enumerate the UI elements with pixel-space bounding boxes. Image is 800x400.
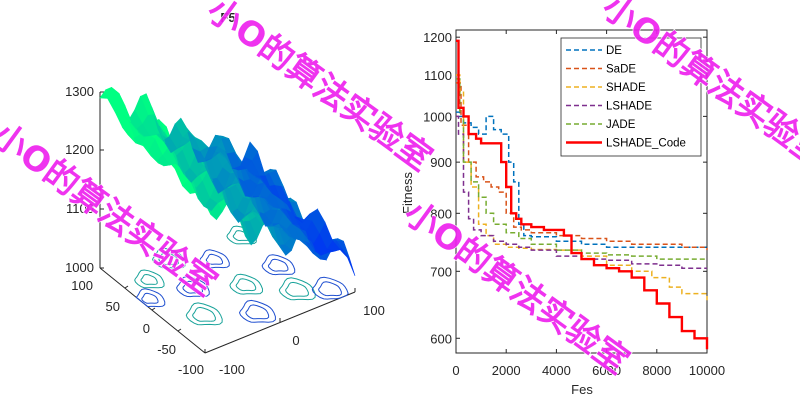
- contour-line: [285, 281, 309, 297]
- z-tick-label: 1100: [66, 201, 94, 216]
- y3d-tick-label: 0: [143, 321, 150, 336]
- contour-line: [318, 281, 342, 297]
- contour-line: [176, 276, 210, 298]
- convergence-ticks: [455, 30, 708, 353]
- contour-line: [245, 304, 270, 320]
- x-tick-label: 2000: [492, 363, 521, 378]
- z-tick-label: 1300: [65, 84, 94, 99]
- surface-mesh: [99, 86, 356, 277]
- y3d-tick-label: 50: [106, 299, 120, 314]
- contour-line: [140, 273, 158, 285]
- contour-line: [135, 288, 166, 308]
- contour-line: [141, 292, 159, 304]
- y-tick-label: 700: [430, 264, 452, 279]
- legend-label-de: DE: [606, 45, 622, 57]
- contour-line: [192, 306, 216, 322]
- x-tick-label: 6000: [592, 363, 621, 378]
- y3d-tick-label: -100: [178, 362, 204, 377]
- legend-box: [560, 37, 702, 157]
- x-tick-label: 8000: [642, 363, 671, 378]
- z-tick-label: 1000: [65, 260, 94, 275]
- legend-label-lshade: LSHADE: [606, 101, 652, 113]
- surface-plot: F5 1000 1100 1200 1300 100 50 0 -50 -100…: [65, 10, 385, 377]
- legend-label-jade: JADE: [606, 119, 636, 131]
- contour-plot: [134, 225, 349, 326]
- contour-line: [134, 269, 165, 289]
- series-line-lshade: [456, 115, 707, 269]
- y3d-tick-label: 100: [71, 278, 93, 293]
- x3d-tick-label: -100: [219, 362, 245, 377]
- series-line-sade: [456, 82, 708, 251]
- x-tick-label: 4000: [542, 363, 571, 378]
- legend-label-shade: SHADE: [606, 82, 646, 94]
- contour-line: [158, 252, 179, 266]
- contour-line: [182, 280, 203, 294]
- y-axis-label: Fitness: [400, 172, 415, 214]
- legend-label-lshade-code: LSHADE_Code: [606, 138, 686, 150]
- contour-line: [229, 273, 264, 295]
- x3d-tick-label: 0: [292, 333, 299, 348]
- legend-label-sade: SaDE: [606, 64, 636, 76]
- contour-line: [205, 253, 223, 265]
- contour-line: [267, 258, 289, 272]
- x-tick-label: 10000: [689, 363, 725, 378]
- contour-line: [278, 277, 316, 301]
- y-tick-labels: 600 700 800 900 1000 1100 1200: [423, 30, 452, 346]
- series-line-jade: [456, 78, 707, 260]
- x-tick-label: 0: [452, 363, 459, 378]
- x-axis-label: Fes: [571, 382, 593, 397]
- contour-line: [261, 254, 296, 276]
- y3d-tick-label: -50: [157, 342, 176, 357]
- series-layer: [456, 39, 709, 350]
- surface-patch: [99, 89, 114, 99]
- contour-line: [238, 299, 276, 323]
- y-tick-label: 600: [430, 331, 452, 346]
- contour-line: [235, 278, 257, 292]
- surface-ticks: [100, 91, 356, 353]
- series-line-de: [456, 111, 707, 248]
- legend: DE SaDE SHADE LSHADE JADE LSHADE_Code: [560, 37, 702, 157]
- y-tick-label: 1100: [424, 68, 452, 83]
- series-line-shade: [456, 74, 708, 301]
- y-tick-labels-3d: 100 50 0 -50 -100: [71, 278, 204, 377]
- contour-line: [311, 276, 349, 300]
- z-tick-labels: 1000 1100 1200 1300: [65, 84, 94, 275]
- series-line-lshade-code: [456, 39, 709, 350]
- y-tick-label: 800: [430, 206, 452, 221]
- contour-line: [199, 249, 230, 269]
- y-tick-label: 900: [430, 155, 452, 170]
- convergence-plot: 600 700 800 900 1000 1100 1200 0 2000 40…: [400, 29, 725, 397]
- x3d-tick-label: 100: [363, 303, 385, 318]
- x-tick-labels-3d: -100 0 100: [219, 303, 385, 377]
- y-tick-label: 1000: [423, 109, 452, 124]
- surface-axes-lines: [99, 92, 356, 354]
- x-tick-labels: 0 2000 4000 6000 8000 10000: [452, 363, 725, 378]
- surface-title: F5: [220, 10, 235, 25]
- contour-line: [185, 302, 223, 326]
- legend-items: DE SaDE SHADE LSHADE JADE LSHADE_Code: [566, 45, 686, 150]
- y-tick-label: 1200: [423, 30, 452, 45]
- z-tick-label: 1200: [65, 142, 94, 157]
- contour-line: [152, 247, 186, 269]
